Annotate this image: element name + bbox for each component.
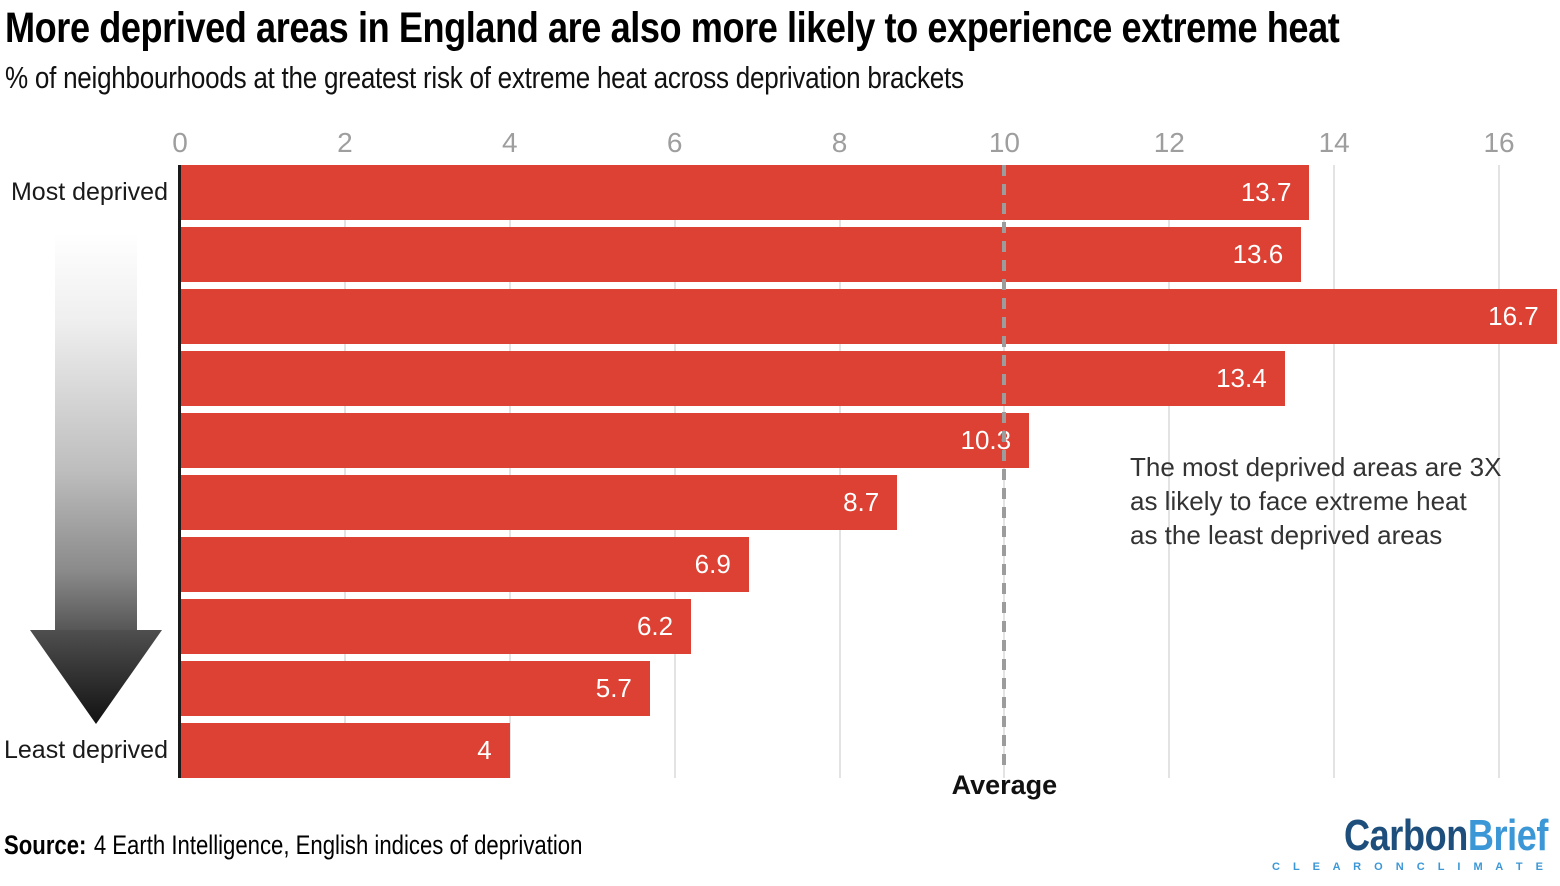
plot-area: 13.7 13.6 16.7 13.4 10.3 8.7 6.9 6.2 5.7 4 [180,165,1560,778]
bar-row-8: 6.2 [180,599,692,654]
deprivation-arrow-head-icon [30,630,162,724]
annotation-text: The most deprived areas are 3X as likely … [1130,450,1501,552]
annotation-line: The most deprived areas are 3X [1130,452,1502,482]
x-tick-label-8: 8 [831,127,848,158]
bar-value-label: 6.9 [694,549,731,579]
bar-row-3: 16.7 [180,289,1557,344]
bar-value-label: 4 [477,735,492,765]
gridline-x-8 [838,165,841,778]
bar-value-label: 13.6 [1232,239,1284,269]
source-text: 4 Earth Intelligence, English indices of… [93,830,583,860]
x-tick-label-10: 10 [988,127,1020,158]
chart-subtitle: % of neighbourhoods at the greatest risk… [5,60,964,95]
x-tick-label-2: 2 [337,127,353,158]
x-tick-label-12: 12 [1153,127,1185,158]
x-tick-label-4: 4 [501,127,518,158]
bar-value-label: 6.2 [636,611,674,641]
bar-value-label: 16.7 [1488,301,1539,331]
gridline-x-12 [1168,165,1171,778]
logo-word-brief: Brief [1467,811,1549,860]
gridline-x-4 [508,165,511,778]
carbonbrief-logo: CarbonBrief C L E A R O N C L I M A T E [1272,814,1548,874]
bar-value-label: 8.7 [843,487,880,517]
category-label-least-deprived: Least deprived [3,735,168,764]
x-tick-label-14: 14 [1318,127,1350,158]
x-tick-label-0: 0 [172,127,188,158]
annotation-line: as the least deprived areas [1130,520,1443,550]
annotation-line: as likely to face extreme heat [1130,486,1467,516]
bar-row-9: 5.7 [180,661,650,716]
bar-row-1: 13.7 [180,165,1310,220]
bar-row-2: 13.6 [180,227,1302,282]
gridline-x-2 [343,165,346,778]
bar-row-4: 13.4 [180,351,1285,406]
bar-row-10: 4 [180,723,510,778]
bar-value-label: 13.4 [1216,363,1267,393]
gridline-x-6 [673,165,676,778]
gridline-x-16 [1498,165,1501,778]
source-line: Source: 4 Earth Intelligence, English ind… [4,830,582,861]
category-label-most-deprived: Most deprived [10,177,168,206]
average-dashed-line [1002,165,1007,773]
x-tick-label-16: 16 [1483,127,1515,158]
chart-title: More deprived areas in England are also … [5,4,1340,52]
logo-tagline: C L E A R O N C L I M A T E [1272,861,1548,873]
carbonbrief-wordmark: CarbonBrief [1322,814,1548,858]
deprivation-arrow-shaft [55,233,137,631]
x-tick-label-6: 6 [666,127,683,158]
average-label: Average [951,770,1058,800]
bar-value-label: 13.7 [1240,177,1292,207]
bar-row-5: 10.3 [180,413,1030,468]
bar-row-6: 8.7 [180,475,898,530]
bar-row-7: 6.9 [180,537,749,592]
bar-value-label: 5.7 [595,673,632,703]
logo-word-carbon: Carbon [1344,811,1468,860]
y-axis-line [178,165,181,778]
gridline-x-14 [1333,165,1336,778]
source-prefix: Source: [4,830,87,860]
